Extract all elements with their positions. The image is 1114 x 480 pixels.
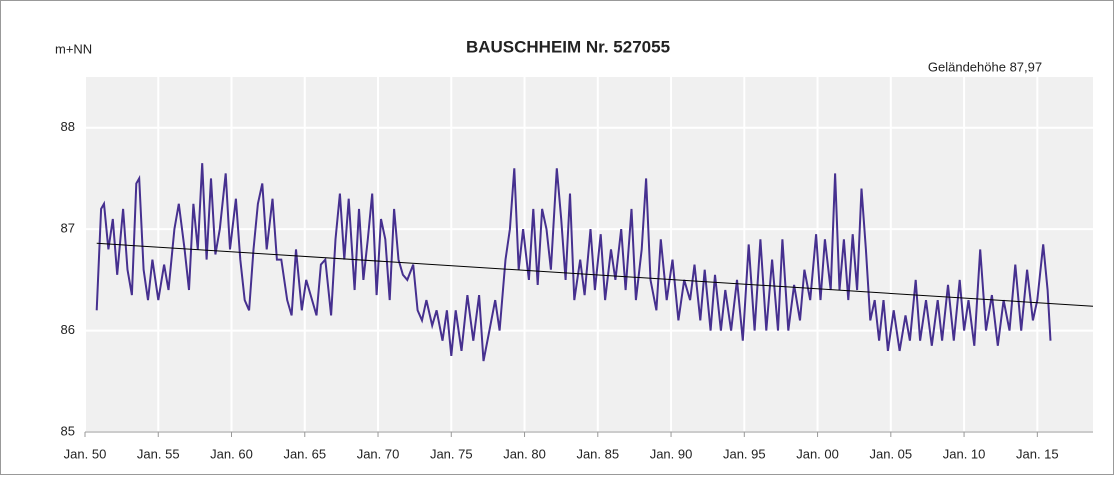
- data-line: [95, 163, 1052, 362]
- y-tick-label: 86: [61, 322, 75, 337]
- x-tick-label: Jan. 10: [943, 446, 986, 461]
- x-tick-label: Jan. 85: [576, 446, 619, 461]
- x-tick-label: Jan. 90: [650, 446, 693, 461]
- x-tick-label: Jan. 75: [430, 446, 473, 461]
- annotation: Geländehöhe 87,97: [928, 59, 1042, 74]
- x-tick-label: Jan. 70: [357, 446, 400, 461]
- y-tick-label: 85: [61, 423, 75, 438]
- data-line: [96, 242, 1094, 307]
- x-tick-label: Jan. 60: [210, 446, 253, 461]
- x-tick-label: Jan. 55: [137, 446, 180, 461]
- y-axis-label: m+NN: [55, 41, 92, 56]
- x-tick-label: Jan. 05: [869, 446, 912, 461]
- x-tick-label: Jan. 50: [64, 446, 107, 461]
- x-tick-label: Jan. 65: [283, 446, 326, 461]
- chart-title: BAUSCHHEIM Nr. 527055: [466, 37, 670, 56]
- y-tick-label: 88: [61, 119, 75, 134]
- x-tick-label: Jan. 15: [1016, 446, 1059, 461]
- y-tick-label: 87: [61, 221, 75, 236]
- x-tick-label: Jan. 00: [796, 446, 839, 461]
- x-tick-label: Jan. 80: [503, 446, 546, 461]
- x-tick-label: Jan. 95: [723, 446, 766, 461]
